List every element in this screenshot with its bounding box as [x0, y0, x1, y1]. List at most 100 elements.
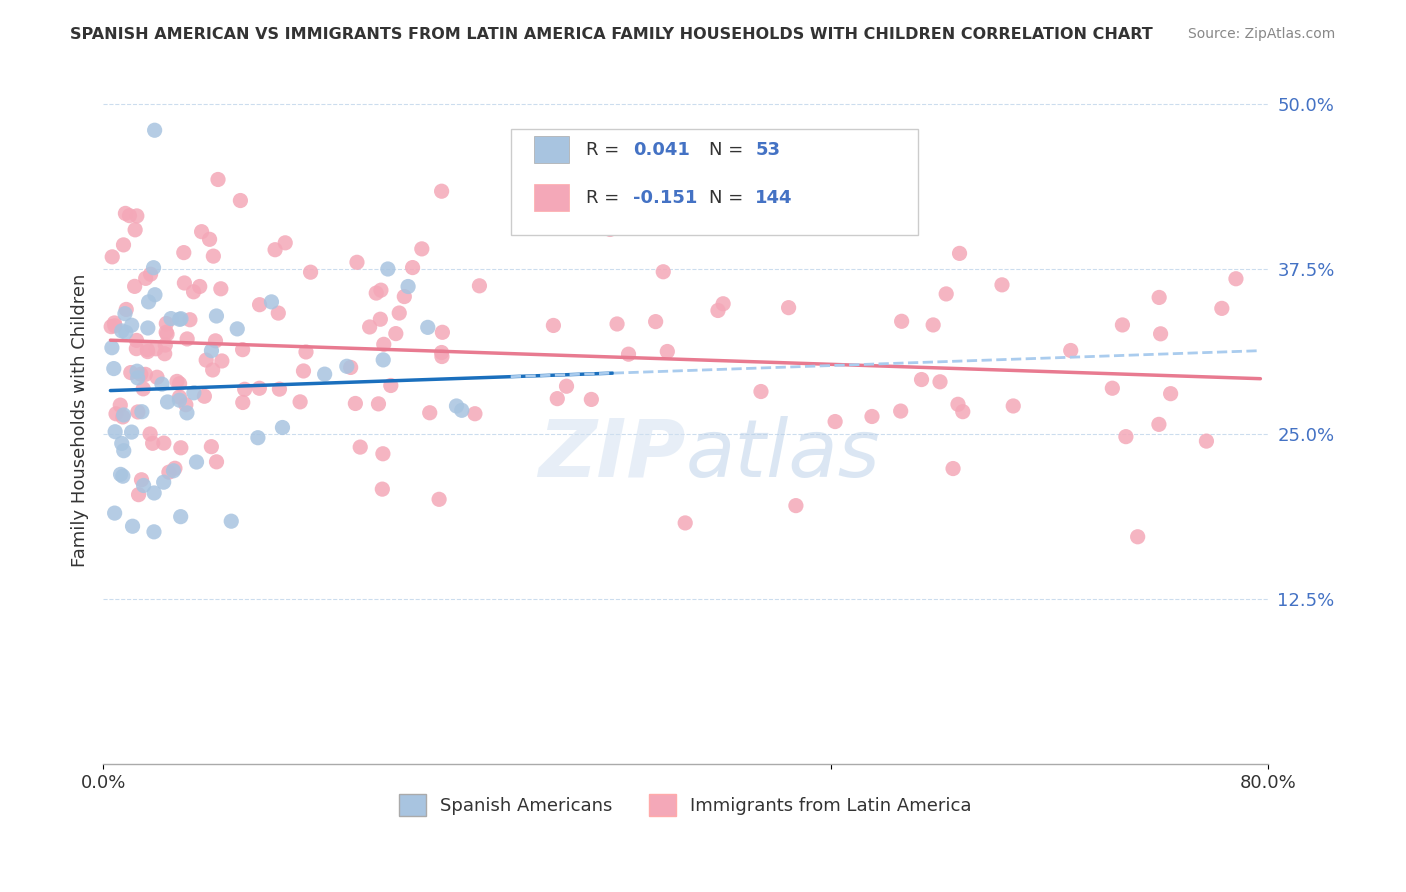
Point	[155, 325, 177, 339]
Point	[139, 426, 162, 441]
Point	[170, 311, 193, 326]
Point	[138, 294, 160, 309]
Point	[652, 265, 675, 279]
Point	[929, 375, 952, 389]
Point	[188, 279, 211, 293]
Point	[860, 409, 883, 424]
Point	[169, 312, 191, 326]
Point	[124, 279, 146, 293]
Point	[157, 465, 180, 479]
Point	[1126, 530, 1149, 544]
Point	[377, 262, 399, 277]
Point	[169, 376, 191, 391]
Point	[617, 347, 640, 361]
Point	[226, 322, 249, 336]
Point	[128, 488, 150, 502]
Point	[136, 321, 159, 335]
Text: ZIP: ZIP	[538, 416, 685, 494]
Point	[1115, 430, 1137, 444]
Point	[292, 364, 315, 378]
Point	[1147, 290, 1170, 304]
Y-axis label: Family Households with Children: Family Households with Children	[72, 274, 89, 567]
Point	[946, 397, 969, 411]
Point	[749, 384, 772, 399]
Point	[152, 475, 174, 490]
Point	[711, 297, 734, 311]
Point	[125, 334, 148, 348]
Point	[430, 184, 453, 198]
Point	[121, 425, 143, 439]
Point	[115, 302, 138, 317]
Text: 53: 53	[755, 141, 780, 159]
Point	[207, 172, 229, 186]
Point	[103, 361, 125, 376]
Point	[1101, 381, 1123, 395]
Point	[155, 317, 177, 331]
Text: N =: N =	[709, 141, 748, 159]
Point	[162, 464, 184, 478]
Text: 144: 144	[755, 188, 793, 207]
Point	[114, 206, 136, 220]
Point	[388, 306, 411, 320]
Point	[112, 238, 135, 252]
Point	[430, 350, 453, 364]
Point	[170, 441, 193, 455]
Point	[183, 385, 205, 400]
Point	[269, 382, 291, 396]
Point	[1111, 318, 1133, 332]
Point	[104, 506, 127, 520]
Point	[143, 486, 166, 500]
Point	[179, 312, 201, 326]
Point	[396, 279, 419, 293]
Point	[314, 367, 336, 381]
Point	[373, 337, 395, 351]
Point	[606, 317, 628, 331]
Point	[111, 409, 134, 424]
Point	[198, 232, 221, 246]
Text: SPANISH AMERICAN VS IMMIGRANTS FROM LATIN AMERICA FAMILY HOUSEHOLDS WITH CHILDRE: SPANISH AMERICAN VS IMMIGRANTS FROM LATI…	[70, 27, 1153, 42]
Point	[432, 326, 454, 340]
FancyBboxPatch shape	[534, 136, 569, 163]
Point	[124, 223, 146, 237]
Point	[101, 250, 124, 264]
Point	[371, 447, 394, 461]
Point	[346, 255, 368, 269]
Point	[156, 395, 179, 409]
Point	[114, 307, 136, 321]
Point	[132, 382, 155, 396]
Point	[142, 436, 165, 450]
Point	[401, 260, 423, 275]
Point	[115, 326, 138, 340]
Point	[169, 393, 191, 408]
Point	[156, 327, 179, 342]
Point	[274, 235, 297, 250]
Point	[299, 265, 322, 279]
Point	[121, 318, 143, 333]
Text: 0.041: 0.041	[633, 141, 690, 159]
Point	[942, 461, 965, 475]
Text: N =: N =	[709, 188, 748, 207]
Point	[1225, 271, 1247, 285]
Text: R =: R =	[586, 141, 626, 159]
Point	[153, 436, 176, 450]
Point	[778, 301, 800, 315]
Point	[373, 352, 395, 367]
Point	[246, 431, 269, 445]
Point	[200, 440, 222, 454]
Point	[104, 425, 127, 439]
Point	[143, 524, 166, 539]
Text: atlas: atlas	[685, 416, 880, 494]
Point	[125, 209, 148, 223]
Point	[267, 306, 290, 320]
Point	[132, 478, 155, 492]
Point	[209, 282, 232, 296]
Point	[155, 338, 177, 352]
Point	[101, 341, 124, 355]
Point	[201, 363, 224, 377]
Text: Source: ZipAtlas.com: Source: ZipAtlas.com	[1188, 27, 1336, 41]
Point	[232, 343, 254, 357]
Point	[111, 436, 134, 450]
Point	[468, 278, 491, 293]
Point	[385, 326, 408, 341]
Point	[370, 312, 392, 326]
